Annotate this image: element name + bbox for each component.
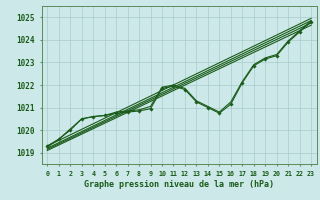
X-axis label: Graphe pression niveau de la mer (hPa): Graphe pression niveau de la mer (hPa) xyxy=(84,180,274,189)
